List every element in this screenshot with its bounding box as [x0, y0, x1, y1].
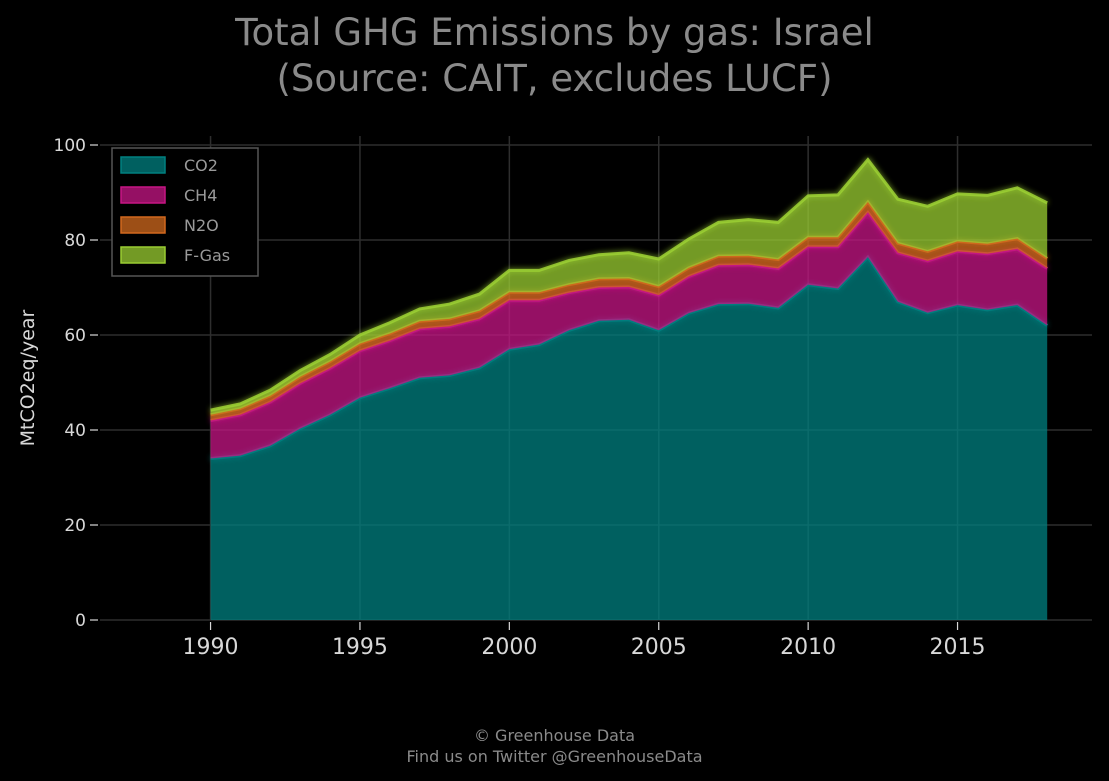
legend-swatch-co2	[120, 156, 166, 174]
line-f-gas	[210, 157, 1048, 412]
y-tick-label-40: 40	[64, 421, 86, 441]
chart-title-line: Total GHG Emissions by gas: Israel	[235, 11, 874, 54]
y-tick-label-80: 80	[64, 231, 86, 251]
x-tick-label-2015: 2015	[930, 635, 986, 660]
legend-swatch-ch4	[120, 186, 166, 204]
x-tick-label-1995: 1995	[332, 635, 388, 660]
legend-swatch-f-gas	[120, 246, 166, 264]
x-tick-label-2000: 2000	[481, 635, 537, 660]
legend-label-n2o: N2O	[184, 216, 219, 235]
chart-title: Total GHG Emissions by gas: Israel (Sour…	[0, 10, 1109, 102]
legend-label-ch4: CH4	[184, 186, 217, 205]
chart-subtitle-line: (Source: CAIT, excludes LUCF)	[276, 57, 833, 100]
area-co2	[210, 257, 1048, 620]
y-axis-label: MtCO2eq/year	[17, 309, 39, 446]
x-tick-label-2005: 2005	[631, 635, 687, 660]
y-tick-label-20: 20	[64, 516, 86, 536]
axes: 0 20 40 60 80 100 1990 1995 2000 2005 2010 2015 MtCO…	[17, 136, 986, 660]
footer-copyright: © Greenhouse Data	[473, 726, 636, 745]
y-tick-label-0: 0	[75, 611, 86, 631]
legend-label-co2: CO2	[184, 156, 218, 175]
area-ch4	[210, 212, 1048, 459]
legend-swatch-n2o	[120, 216, 166, 234]
legend-label-f-gas: F-Gas	[184, 246, 230, 265]
footer: © Greenhouse Data Find us on Twitter @Gr…	[0, 725, 1109, 767]
series-areas	[210, 157, 1049, 620]
y-tick-label-100: 100	[54, 136, 86, 156]
footer-twitter: Find us on Twitter @GreenhouseData	[406, 747, 703, 766]
legend: CO2 CH4 N2O F-Gas	[111, 147, 259, 277]
x-tick-label-2010: 2010	[780, 635, 836, 660]
x-tick-label-1990: 1990	[183, 635, 239, 660]
area-f-gas	[210, 159, 1048, 415]
y-tick-label-60: 60	[64, 326, 86, 346]
